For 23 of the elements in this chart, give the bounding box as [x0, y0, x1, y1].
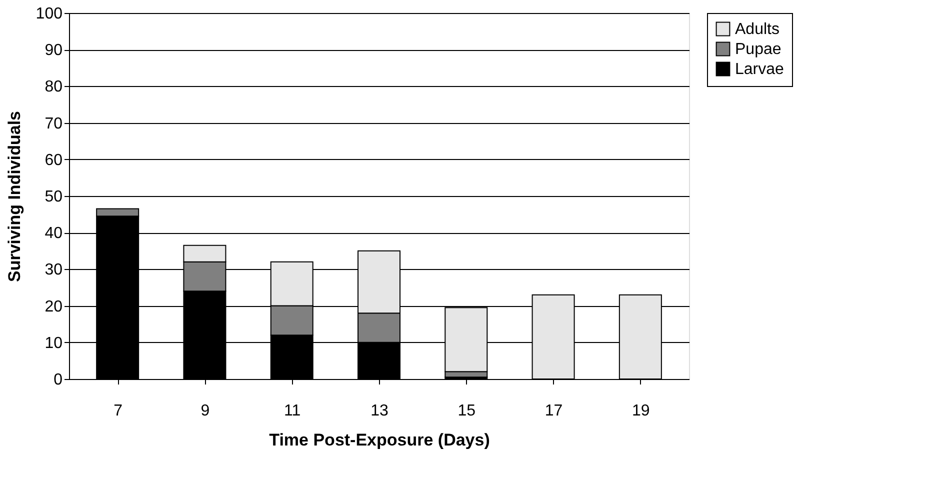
- y-tick-label: 0: [54, 372, 63, 388]
- x-tick-label: 13: [370, 402, 388, 420]
- y-tick-label: 40: [44, 225, 63, 242]
- x-axis-title: Time Post-Exposure (Days): [269, 430, 490, 450]
- x-tick-label: 9: [200, 402, 210, 420]
- legend-label: Larvae: [735, 61, 784, 78]
- y-tick-label: 10: [44, 334, 63, 352]
- x-tick-label: 15: [458, 402, 476, 420]
- x-tick-label: 17: [544, 402, 563, 420]
- y-tick-label: 90: [44, 42, 63, 60]
- y-tick-label: 30: [44, 262, 63, 279]
- y-tick-label: 50: [44, 188, 63, 206]
- y-tick-label: 20: [44, 298, 63, 316]
- x-tick-label: 19: [632, 402, 650, 420]
- x-tick-label: 7: [114, 402, 123, 420]
- x-tick-label: 11: [284, 402, 301, 420]
- y-tick-label: 60: [44, 152, 63, 169]
- y-tick-label: 70: [44, 115, 63, 132]
- legend-label: Pupae: [735, 41, 782, 58]
- legend-label: Adults: [735, 21, 780, 38]
- y-axis-title: Surviving Individuals: [4, 111, 24, 282]
- y-tick-label: 100: [36, 6, 63, 22]
- y-tick-label: 80: [44, 78, 63, 96]
